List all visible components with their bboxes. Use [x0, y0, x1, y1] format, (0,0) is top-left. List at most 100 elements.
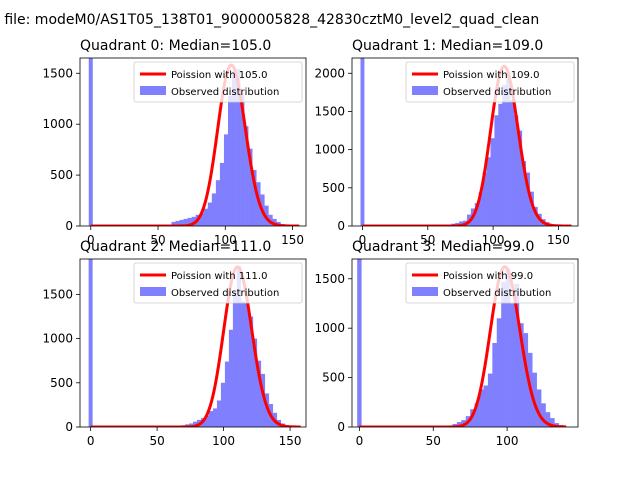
- quadrant-3-histogram-bar: [496, 318, 502, 427]
- quadrant-3-histogram-bar: [510, 303, 515, 427]
- quadrant-3-histogram-bar: [523, 333, 529, 427]
- quadrant-2-histogram-bar: [212, 408, 218, 427]
- quadrant-1-histogram-bar: [533, 206, 538, 226]
- quadrant-3-plot-area: [357, 259, 567, 427]
- quadrant-1-y-tick-label: 500: [322, 181, 345, 195]
- quadrant-0-histogram-bar: [179, 219, 184, 226]
- quadrant-1-legend-observed-swatch: [412, 86, 438, 95]
- quadrant-2-histogram-bar: [220, 382, 226, 427]
- quadrant-1-histogram-bar: [521, 161, 527, 226]
- quadrant-1-histogram-bar: [513, 115, 519, 226]
- quadrant-1-histogram-bar: [478, 192, 483, 226]
- quadrant-0-legend-observed-swatch: [140, 86, 166, 95]
- quadrant-3-legend-poisson-label: Poission with 99.0: [443, 271, 533, 282]
- quadrant-1-x-tick-label: 150: [547, 233, 570, 247]
- quadrant-3-histogram-bar: [492, 343, 498, 427]
- quadrant-0-histogram-bar: [219, 162, 225, 226]
- quadrant-3-histogram-bar: [456, 422, 462, 427]
- quadrant-2-legend-poisson-label: Poission with 111.0: [171, 271, 267, 282]
- quadrant-1-histogram-bar: [498, 103, 503, 226]
- quadrant-2-y-tick-label: 0: [65, 420, 73, 434]
- quadrant-1-histogram-bar: [529, 191, 534, 226]
- quadrant-2-histogram-bar: [252, 338, 258, 427]
- quadrant-1-histogram-bar: [474, 203, 480, 226]
- quadrant-3-histogram-bar: [505, 268, 511, 427]
- quadrant-0-histogram-bar: [211, 193, 217, 226]
- quadrant-3-histogram-bar: [479, 389, 484, 427]
- quadrant-0-histogram-bar: [183, 218, 188, 226]
- quadrant-3-y-tick-label: 0: [337, 420, 345, 434]
- quadrant-2-legend-observed-label: Observed distribution: [171, 288, 279, 299]
- quadrant-0-histogram-bar: [175, 220, 180, 226]
- quadrant-3-histogram-bar: [474, 403, 480, 427]
- quadrant-3-x-tick-label: 0: [356, 434, 364, 448]
- quadrant-3-histogram-bar: [541, 403, 546, 427]
- quadrant-1-legend-observed-label: Observed distribution: [443, 87, 551, 98]
- quadrant-3-axes-frame: [351, 258, 579, 428]
- quadrant-1-x-tick-label: 50: [420, 233, 435, 247]
- quadrant-0-histogram-bar: [272, 218, 277, 226]
- quadrant-0-y-tick-label: 1000: [42, 117, 73, 131]
- quadrant-2-histogram-bar: [204, 415, 210, 427]
- quadrant-3-histogram-bar: [549, 418, 555, 427]
- quadrant-2-histogram-bar: [260, 373, 266, 427]
- quadrant-0-legend-observed-label: Observed distribution: [171, 87, 279, 98]
- quadrant-2-histogram-bar: [248, 316, 254, 427]
- quadrant-1-histogram-bar: [490, 138, 495, 226]
- quadrant-3-y-tick-label: 1000: [314, 321, 345, 335]
- quadrant-0-legend-poisson-label: Poission with 105.0: [171, 70, 267, 81]
- quadrant-3-x-tick-label: 100: [496, 434, 519, 448]
- quadrant-0-histogram-bar: [227, 95, 233, 226]
- quadrant-0-x-tick-label: 50: [150, 233, 165, 247]
- quadrant-3-spike-bar: [357, 259, 362, 427]
- quadrant-0-x-tick-label: 150: [281, 233, 304, 247]
- quadrant-2-histogram-bar: [193, 421, 198, 427]
- quadrant-1-legend-box: [405, 61, 575, 103]
- quadrant-1-histogram-bar: [510, 100, 515, 226]
- quadrant-0-x-tick-label: 100: [214, 233, 237, 247]
- figure-suptitle: n file: modeM0/AS1T05_138T01_9000005828_…: [0, 12, 539, 28]
- quadrant-2-histogram-bar: [228, 329, 234, 427]
- quadrant-1-plot-area: [360, 58, 572, 226]
- quadrant-1-legend-poisson-label: Poission with 109.0: [443, 70, 539, 81]
- quadrant-1-poisson-curve: [362, 64, 572, 226]
- quadrant-0-y-tick-label: 0: [65, 219, 73, 233]
- quadrant-0-histogram-bar: [207, 202, 213, 226]
- quadrant-2-x-tick-label: 100: [212, 434, 235, 448]
- quadrant-0-histogram-bar: [232, 71, 237, 226]
- quadrant-0-y-tick-label: 1500: [42, 66, 73, 80]
- quadrant-2-x-tick-label: 0: [87, 434, 95, 448]
- quadrant-2-histogram-bar: [224, 361, 230, 427]
- quadrant-1-histogram-bar: [525, 172, 530, 226]
- quadrant-2-axes-frame: [79, 258, 307, 428]
- quadrant-1-y-tick-label: 2000: [314, 66, 345, 80]
- quadrant-3-histogram-bar: [514, 283, 520, 427]
- quadrant-2-y-tick-label: 500: [50, 376, 73, 390]
- quadrant-1-title: Quadrant 1: Median=109.0: [352, 38, 543, 54]
- quadrant-3-y-tick-label: 500: [322, 371, 345, 385]
- quadrant-2-histogram-bar: [232, 291, 238, 427]
- quadrant-0-plot-area: [88, 58, 300, 226]
- quadrant-2-plot-area: [88, 259, 301, 427]
- quadrant-3-legend-observed-label: Observed distribution: [443, 288, 551, 299]
- quadrant-0-histogram-bar: [236, 69, 241, 226]
- quadrant-3-histogram-bar: [536, 389, 542, 427]
- quadrant-3-legend-observed-swatch: [412, 287, 438, 296]
- quadrant-2-y-tick-label: 1500: [42, 287, 73, 301]
- quadrant-0-histogram-bar: [203, 208, 209, 226]
- quadrant-1-histogram-bar: [502, 84, 507, 226]
- quadrant-3-histogram-bar: [501, 281, 506, 427]
- quadrant-1-x-tick-label: 0: [359, 233, 367, 247]
- quadrant-1-histogram-bar: [517, 130, 523, 226]
- quadrant-0-legend-box: [133, 61, 303, 103]
- quadrant-1-y-tick-label: 0: [337, 219, 345, 233]
- quadrant-2-histogram-bar: [244, 303, 250, 427]
- quadrant-1-y-tick-label: 1500: [314, 104, 345, 118]
- quadrant-1-histogram-bar: [486, 157, 491, 226]
- quadrant-1-histogram-bar: [459, 221, 464, 226]
- quadrant-1-spike-bar: [360, 58, 365, 226]
- quadrant-0-axes-frame: [79, 57, 307, 227]
